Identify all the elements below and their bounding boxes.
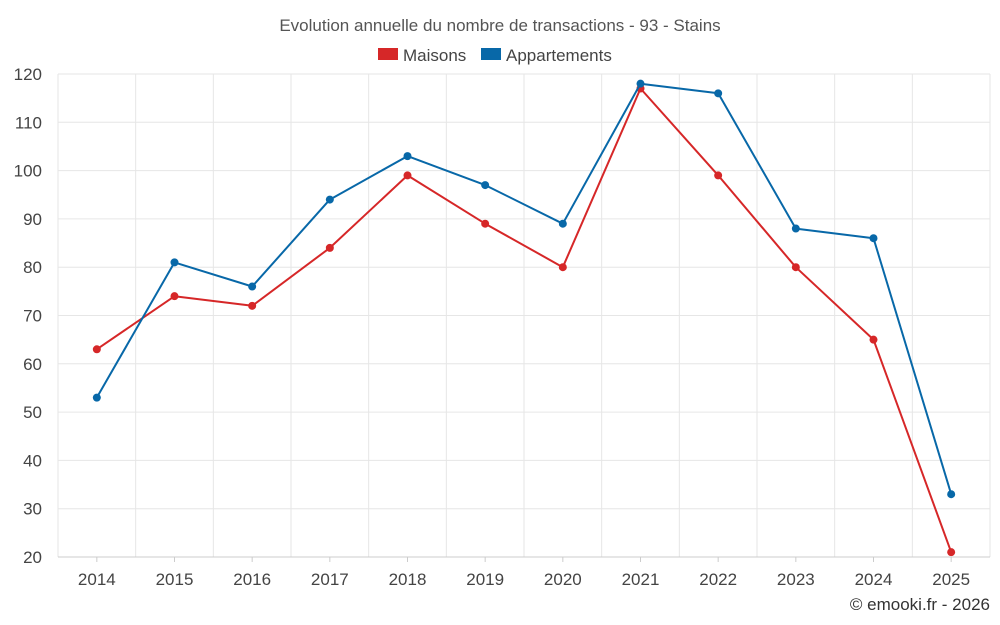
chart-title: Evolution annuelle du nombre de transact… — [279, 16, 720, 35]
x-tick-label: 2015 — [156, 570, 194, 589]
y-tick-label: 70 — [23, 307, 42, 326]
data-point-appartements[interactable] — [248, 282, 257, 291]
legend: Maisons Appartements — [378, 46, 612, 65]
data-point-maisons[interactable] — [248, 301, 257, 310]
series — [92, 79, 956, 557]
data-point-appartements[interactable] — [92, 393, 101, 402]
data-point-maisons[interactable] — [947, 548, 956, 557]
x-tick-label: 2014 — [78, 570, 116, 589]
y-tick-label: 100 — [14, 162, 42, 181]
y-tick-label: 40 — [23, 451, 42, 470]
x-tick-label: 2016 — [233, 570, 271, 589]
y-tick-label: 80 — [23, 258, 42, 277]
data-point-maisons[interactable] — [791, 263, 800, 272]
legend-swatch-maisons — [378, 48, 398, 60]
x-tick-label: 2021 — [622, 570, 660, 589]
data-point-maisons[interactable] — [558, 263, 567, 272]
data-point-maisons[interactable] — [481, 219, 490, 228]
legend-item-maisons[interactable]: Maisons — [378, 46, 466, 65]
legend-item-appartements[interactable]: Appartements — [481, 46, 612, 65]
series-line-maisons — [96, 87, 953, 553]
y-tick-label: 120 — [14, 65, 42, 84]
data-point-maisons[interactable] — [170, 292, 179, 301]
gridlines — [57, 73, 991, 558]
data-point-maisons[interactable] — [92, 345, 101, 354]
x-tick-label: 2023 — [777, 570, 815, 589]
y-tick-label: 90 — [23, 210, 42, 229]
y-tick-label: 30 — [23, 500, 42, 519]
data-point-appartements[interactable] — [636, 79, 645, 88]
data-point-maisons[interactable] — [714, 171, 723, 180]
data-point-appartements[interactable] — [403, 152, 412, 161]
x-tick-label: 2017 — [311, 570, 349, 589]
series-line-appartements — [95, 82, 953, 495]
data-point-appartements[interactable] — [170, 258, 179, 267]
legend-label-maisons: Maisons — [403, 46, 466, 65]
data-point-maisons[interactable] — [403, 171, 412, 180]
legend-swatch-appartements — [481, 48, 501, 60]
data-point-appartements[interactable] — [869, 234, 878, 243]
y-tick-label: 50 — [23, 403, 42, 422]
data-point-appartements[interactable] — [325, 195, 334, 204]
y-tick-label: 110 — [15, 113, 42, 132]
data-point-maisons[interactable] — [869, 335, 878, 344]
data-point-appartements[interactable] — [791, 224, 800, 233]
data-point-maisons[interactable] — [325, 243, 334, 252]
x-tick-label: 2022 — [699, 570, 737, 589]
axes: 20 30 40 50 60 70 80 90 100 110 120 2014 2015 2016 201… — [14, 65, 990, 589]
data-point-appartements[interactable] — [481, 181, 490, 190]
x-tick-label: 2019 — [466, 570, 504, 589]
y-tick-label: 60 — [23, 355, 42, 374]
x-tick-label: 2024 — [855, 570, 893, 589]
legend-label-appartements: Appartements — [506, 46, 612, 65]
data-point-appartements[interactable] — [714, 89, 723, 98]
data-point-appartements[interactable] — [947, 490, 956, 499]
credit-text: © emooki.fr - 2026 — [850, 595, 990, 614]
x-tick-label: 2020 — [544, 570, 582, 589]
x-tick-label: 2018 — [389, 570, 427, 589]
x-tick-label: 2025 — [932, 570, 970, 589]
data-point-appartements[interactable] — [558, 219, 567, 228]
y-tick-label: 20 — [23, 548, 42, 567]
